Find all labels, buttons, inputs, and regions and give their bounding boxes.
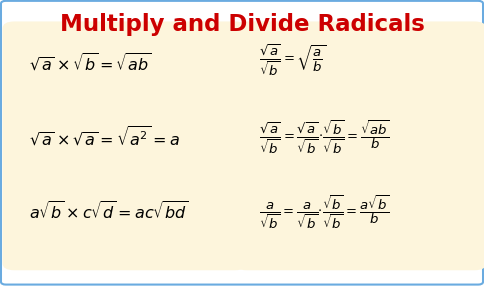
- Text: Multiply and Divide Radicals: Multiply and Divide Radicals: [60, 13, 424, 36]
- Text: $\dfrac{a}{\sqrt{b}} = \dfrac{a}{\sqrt{b}} {\cdot} \dfrac{\sqrt{b}}{\sqrt{b}} = : $\dfrac{a}{\sqrt{b}} = \dfrac{a}{\sqrt{b…: [259, 193, 389, 231]
- Text: $\dfrac{\sqrt{a}}{\sqrt{b}} = \sqrt{\dfrac{a}{b}}$: $\dfrac{\sqrt{a}}{\sqrt{b}} = \sqrt{\dfr…: [259, 42, 326, 78]
- FancyBboxPatch shape: [2, 21, 247, 270]
- Text: $a\sqrt{b} \times c\sqrt{d} = ac\sqrt{bd}$: $a\sqrt{b} \times c\sqrt{d} = ac\sqrt{bd…: [29, 200, 189, 223]
- Text: $\sqrt{a} \times \sqrt{b} = \sqrt{ab}$: $\sqrt{a} \times \sqrt{b} = \sqrt{ab}$: [29, 52, 151, 74]
- FancyBboxPatch shape: [235, 21, 484, 270]
- Text: $\dfrac{\sqrt{a}}{\sqrt{b}} = \dfrac{\sqrt{a}}{\sqrt{b}} {\cdot} \dfrac{\sqrt{b}: $\dfrac{\sqrt{a}}{\sqrt{b}} = \dfrac{\sq…: [259, 118, 390, 156]
- Text: $\sqrt{a} \times \sqrt{a} = \sqrt{a^2} = a$: $\sqrt{a} \times \sqrt{a} = \sqrt{a^2} =…: [29, 126, 180, 149]
